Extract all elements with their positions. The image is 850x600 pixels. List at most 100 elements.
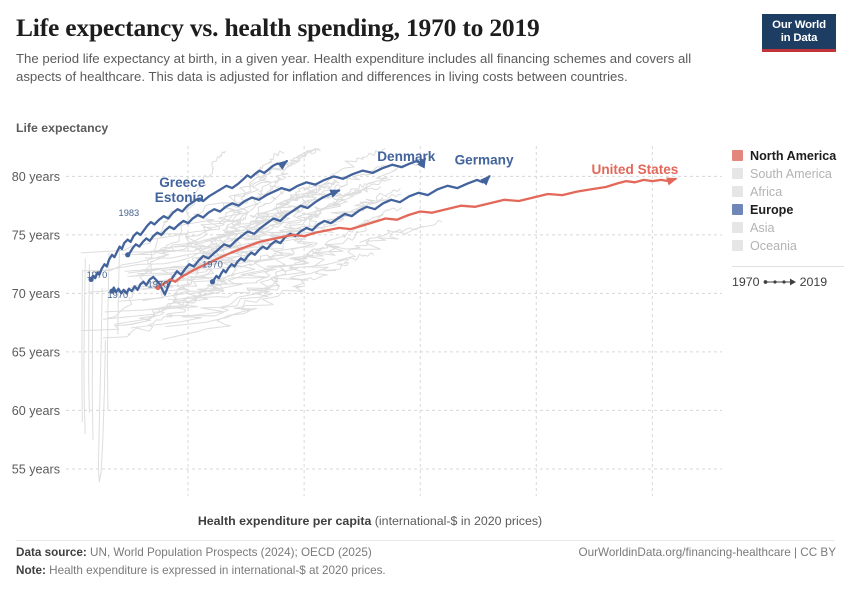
series-germany[interactable]: Germany [209, 153, 514, 285]
legend-item-label: North America [750, 148, 837, 163]
footer-note-text: Health expenditure is expressed in inter… [45, 564, 386, 577]
series-label: United States [592, 162, 679, 177]
legend-item-south-america[interactable]: South America [732, 165, 850, 183]
legend-swatch-icon [732, 204, 743, 216]
background-country-line [87, 186, 382, 293]
legend-item-africa[interactable]: Africa [732, 183, 850, 201]
background-country-line [162, 150, 285, 254]
background-country-line [124, 164, 396, 272]
scatter-connected-chart: 55 years 60 years 65 years 70 years 75 years… [12, 146, 722, 496]
legend-item-label: South America [750, 166, 832, 181]
background-country-line [106, 252, 110, 411]
owid-logo[interactable]: Our World in Data [762, 14, 836, 52]
series-line [110, 189, 341, 296]
series-line [211, 175, 491, 283]
series-label: Denmark [377, 149, 436, 164]
year-annotation: 1970 [202, 260, 223, 270]
background-country-line [97, 287, 106, 483]
series-estonia[interactable]: Estonia [109, 189, 341, 296]
year-annotation-label: 1970 [87, 270, 108, 280]
year-annotation: 1970 [108, 290, 129, 300]
page-title: Life expectancy vs. health spending, 197… [16, 13, 540, 42]
legend-item-asia[interactable]: Asia [732, 219, 850, 237]
footer-source-text: UN, World Population Prospects (2024); O… [86, 546, 372, 559]
legend-item-europe[interactable]: Europe [732, 201, 850, 219]
legend-divider [732, 265, 844, 267]
background-country-line [114, 185, 280, 325]
legend-item-north-america[interactable]: North America [732, 147, 850, 165]
plot-area: 55 years 60 years 65 years 70 years 75 years… [0, 138, 850, 498]
background-country-line [130, 227, 422, 288]
series-denmark[interactable]: Denmark [125, 149, 436, 258]
background-country-line [88, 264, 90, 413]
background-country-line [117, 246, 121, 335]
series-label: Estonia [155, 190, 205, 205]
background-country-line [83, 258, 86, 434]
series-start-marker [209, 279, 216, 285]
series-start-marker [88, 276, 94, 282]
series-united-states[interactable]: United States [155, 162, 679, 291]
background-country-line [165, 252, 375, 328]
series-start-marker [125, 252, 131, 258]
legend-item-label: Oceania [750, 238, 797, 253]
background-country-line [129, 147, 386, 253]
year-annotation: 1970 [148, 280, 169, 290]
time-arrow-icon [763, 278, 796, 285]
y-axis-tick-label: 60 years [12, 404, 60, 418]
time-legend-start: 1970 [732, 274, 760, 289]
series-label: Germany [455, 153, 514, 168]
background-country-line [142, 182, 372, 302]
y-axis-tick-label: 80 years [12, 170, 60, 184]
background-country-line [167, 219, 443, 301]
year-annotation-label: 1983 [119, 208, 140, 218]
year-annotation: 1983 [119, 208, 140, 218]
series-start-marker [109, 288, 115, 294]
legend-swatch-icon [732, 186, 743, 198]
continent-legend: North America South America Africa Europe As… [732, 147, 850, 289]
x-axis-title-unit: (international-$ in 2020 prices) [371, 514, 543, 528]
legend-swatch-icon [732, 240, 743, 252]
background-country-line [127, 160, 424, 274]
background-country-line [130, 216, 380, 329]
chart-footer: Data source: UN, World Population Prospe… [16, 546, 836, 577]
series-line [126, 157, 427, 256]
series-start-marker [155, 284, 161, 291]
year-annotation-label: 1970 [148, 280, 169, 290]
owid-logo-line1: Our World [772, 19, 826, 31]
series-line [156, 177, 678, 289]
footer-note-label: Note: [16, 564, 46, 577]
chart-subtitle: The period life expectancy at birth, in … [16, 50, 692, 85]
background-country-line [91, 281, 94, 440]
year-annotation-label: 1970 [108, 290, 129, 300]
owid-logo-line2: in Data [780, 32, 818, 44]
legend-item-label: Africa [750, 184, 783, 199]
footer-source: Data source: UN, World Population Prospe… [16, 546, 372, 559]
y-axis-tick-label: 55 years [12, 462, 60, 476]
chart-header: Life expectancy vs. health spending, 197… [16, 13, 746, 87]
y-axis-title: Life expectancy [16, 121, 109, 135]
series-greece[interactable]: Greece [88, 160, 289, 282]
series-line [90, 160, 289, 281]
footer-note: Note: Health expenditure is expressed in… [16, 564, 836, 577]
legend-swatch-icon [732, 150, 743, 162]
background-country-line [90, 179, 337, 273]
series-label: Greece [159, 175, 206, 190]
legend-item-oceania[interactable]: Oceania [732, 237, 850, 255]
year-annotation: 1970 [87, 270, 108, 280]
legend-swatch-icon [732, 168, 743, 180]
background-country-line [162, 246, 325, 340]
footer-attribution[interactable]: OurWorldinData.org/financing-healthcare … [578, 546, 836, 559]
time-legend-end: 2019 [799, 274, 828, 289]
legend-item-label: Asia [750, 220, 775, 235]
y-axis-tick-label: 70 years [12, 287, 60, 301]
y-axis-tick-label: 75 years [12, 228, 60, 242]
y-axis-tick-label: 65 years [12, 345, 60, 359]
background-country-line [81, 269, 83, 423]
background-country-line [130, 151, 226, 278]
time-range-legend: 1970 2019 [732, 275, 850, 289]
footer-divider [16, 540, 834, 541]
time-legend-track [763, 277, 797, 287]
x-axis-title-main: Health expenditure per capita [197, 514, 372, 528]
legend-item-label: Europe [750, 202, 794, 217]
